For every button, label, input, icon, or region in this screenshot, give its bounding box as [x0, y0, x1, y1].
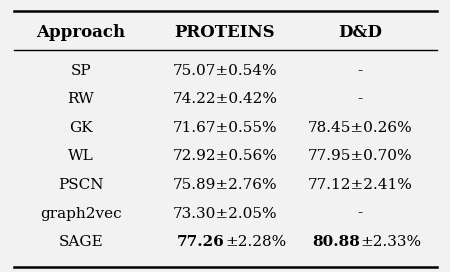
Text: ±2.33%: ±2.33%	[360, 235, 421, 249]
Text: SP: SP	[71, 64, 91, 78]
Text: -: -	[357, 64, 363, 78]
Text: 77.95±0.70%: 77.95±0.70%	[308, 149, 412, 163]
Text: 75.89±2.76%: 75.89±2.76%	[173, 178, 277, 192]
Text: 75.07±0.54%: 75.07±0.54%	[173, 64, 277, 78]
Text: GK: GK	[69, 121, 93, 135]
Text: 73.30±2.05%: 73.30±2.05%	[173, 206, 277, 221]
Text: Approach: Approach	[36, 24, 126, 41]
Text: 78.45±0.26%: 78.45±0.26%	[308, 121, 412, 135]
Text: 74.22±0.42%: 74.22±0.42%	[172, 92, 278, 106]
Text: graph2vec: graph2vec	[40, 206, 122, 221]
Text: D&D: D&D	[338, 24, 382, 41]
Text: PSCN: PSCN	[58, 178, 104, 192]
Text: -: -	[357, 206, 363, 221]
Text: ±2.28%: ±2.28%	[225, 235, 286, 249]
Text: 77.26: 77.26	[177, 235, 225, 249]
Text: RW: RW	[68, 92, 94, 106]
Text: PROTEINS: PROTEINS	[175, 24, 275, 41]
Text: 80.88: 80.88	[312, 235, 360, 249]
Text: -: -	[357, 92, 363, 106]
Text: 71.67±0.55%: 71.67±0.55%	[173, 121, 277, 135]
Text: 72.92±0.56%: 72.92±0.56%	[172, 149, 278, 163]
Text: 77.12±2.41%: 77.12±2.41%	[307, 178, 413, 192]
Text: WL: WL	[68, 149, 94, 163]
Text: SAGE: SAGE	[58, 235, 104, 249]
